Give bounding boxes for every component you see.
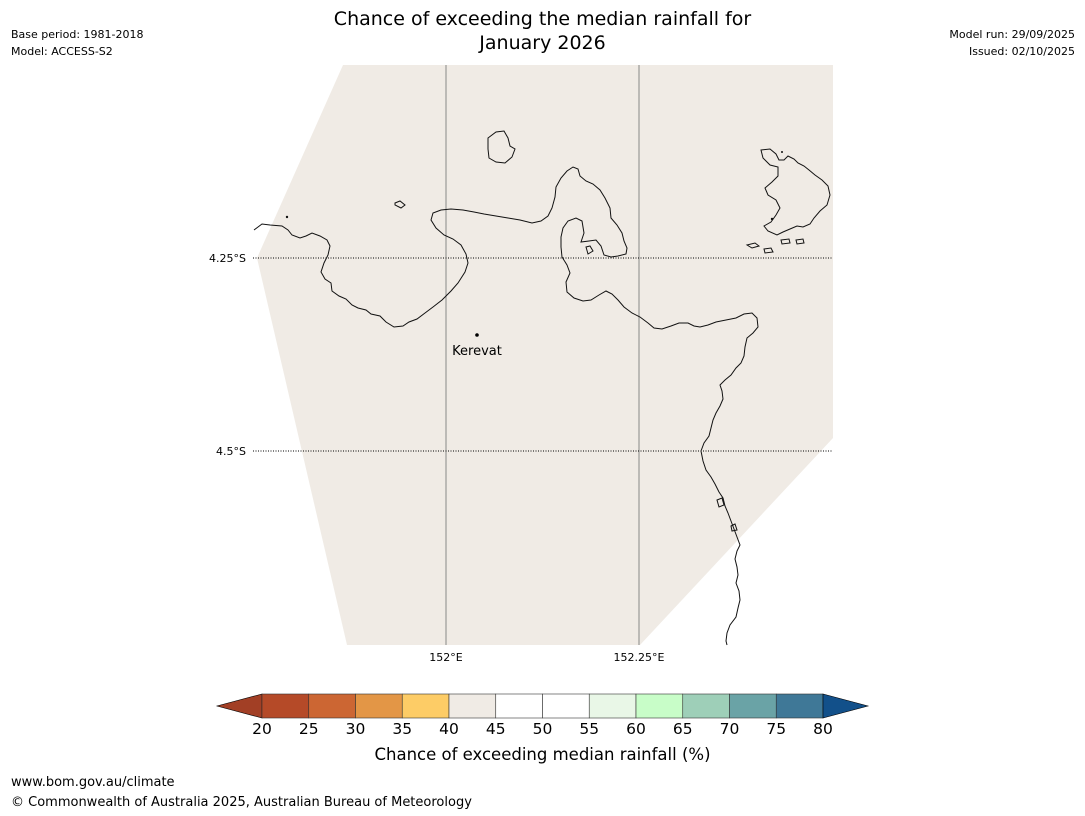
coastline-main: [253, 166, 759, 646]
colorbar-bin-50-55: [542, 693, 590, 719]
colorbar-extend-low: [215, 693, 263, 719]
islet-8: [716, 497, 725, 508]
colorbar-label: Chance of exceeding median rainfall (%): [374, 745, 711, 764]
lat-label-4-25: 4.25°S: [209, 252, 246, 265]
islet-9: [730, 523, 738, 532]
footer-url: www.bom.gov.au/climate: [11, 775, 175, 790]
footer-copyright: © Commonwealth of Australia 2025, Austra…: [11, 795, 472, 810]
colorbar-tick-35: 35: [392, 720, 413, 738]
lon-label-152-25: 152.25°E: [614, 651, 665, 664]
kerevat-label: Kerevat: [452, 344, 502, 359]
duke-of-york-islands: [760, 148, 831, 236]
colorbar-tick-60: 60: [626, 720, 646, 738]
title-line-2: January 2026: [479, 32, 606, 54]
model-name: Model: ACCESS-S2: [11, 45, 113, 58]
colorbar: [215, 693, 870, 719]
islet-5: [763, 247, 774, 254]
islet-2: [394, 200, 406, 209]
lon-label-152: 152°E: [429, 651, 462, 664]
islet-6: [780, 238, 791, 245]
metadata-right: Model run: 29/09/2025 Issued: 02/10/2025: [949, 26, 1075, 60]
colorbar-bin-20-25: [261, 693, 310, 719]
colorbar-tick-25: 25: [298, 720, 319, 738]
forecast-region: [257, 65, 833, 645]
colorbar-bin-40-45: [448, 693, 497, 719]
colorbar-tick-50: 50: [532, 720, 553, 738]
colorbar-bin-60-65: [635, 693, 684, 719]
colorbar-bin-70-75: [729, 693, 777, 719]
colorbar-tick-20: 20: [252, 720, 272, 738]
colorbar-bin-25-30: [308, 693, 356, 719]
colorbar-bin-65-70: [682, 693, 730, 719]
islet-dot-3: [781, 151, 783, 153]
issued-date: Issued: 02/10/2025: [968, 45, 1075, 58]
islet-4: [745, 242, 761, 249]
colorbar-extend-high: [822, 693, 870, 719]
islet-7: [795, 238, 805, 245]
model-run: Model run: 29/09/2025: [949, 28, 1075, 41]
map-title: Chance of exceeding the median rainfall …: [0, 7, 1085, 55]
colorbar-bin-75-80: [775, 693, 824, 719]
colorbar-tick-45: 45: [485, 720, 506, 738]
islet-dot-1: [285, 215, 289, 219]
colorbar-tick-40: 40: [439, 720, 459, 738]
title-line-1: Chance of exceeding the median rainfall …: [333, 8, 752, 30]
kerevat-marker: [475, 333, 479, 337]
colorbar-bin-30-35: [355, 693, 403, 719]
colorbar-tick-70: 70: [719, 720, 740, 738]
colorbar-tick-65: 65: [672, 720, 693, 738]
colorbar-bin-55-60: [588, 693, 637, 719]
colorbar-tick-80: 80: [813, 720, 833, 738]
islet-3: [585, 245, 594, 255]
islet-1: [487, 130, 516, 164]
islet-dot-2: [770, 217, 774, 221]
colorbar-tick-75: 75: [766, 720, 787, 738]
metadata-left: Base period: 1981-2018 Model: ACCESS-S2: [11, 26, 143, 60]
colorbar-tick-30: 30: [345, 720, 366, 738]
colorbar-bin-35-40: [401, 693, 450, 719]
coastline: [253, 130, 831, 646]
base-period: Base period: 1981-2018: [11, 28, 144, 41]
lat-label-4-5: 4.5°S: [216, 445, 246, 458]
colorbar-tick-55: 55: [579, 720, 600, 738]
colorbar-bin-45-50: [495, 693, 543, 719]
